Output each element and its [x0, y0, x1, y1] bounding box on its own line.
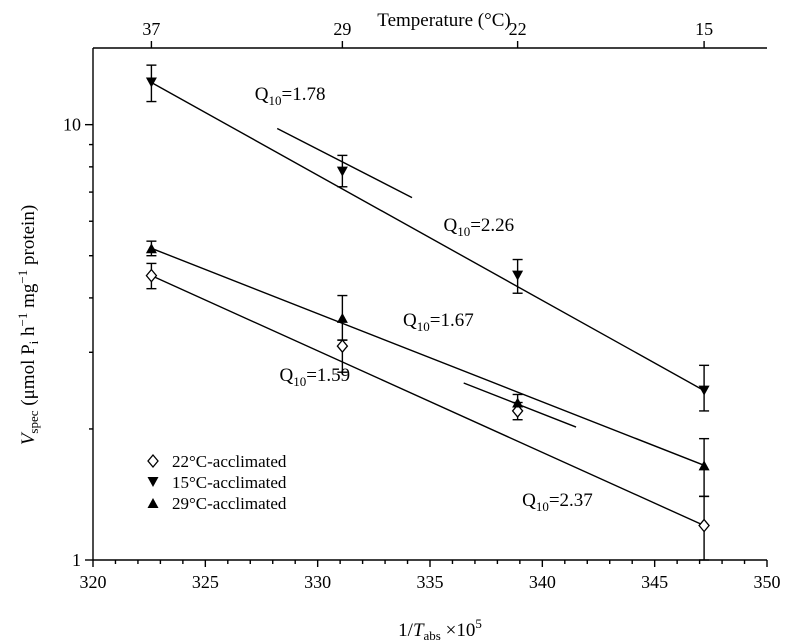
x-axis-title: 1/Tabs ×105 [398, 616, 482, 643]
data-point [336, 339, 349, 354]
legend-label: 15°C-acclimated [172, 473, 287, 492]
x-tick-label: 345 [641, 572, 668, 592]
legend: 22°C-acclimated 15°C-acclimated 29°C-accli… [147, 452, 287, 513]
fit-line [151, 274, 705, 527]
q10-annotations: Q10=1.78 Q10=2.26 Q10=1.67 Q10=1.59 Q10=2.37 [255, 84, 593, 514]
y-tick-label: 1 [72, 550, 81, 570]
x-tick-label: 325 [192, 572, 219, 592]
q10-label: Q10=2.37 [522, 490, 593, 514]
x-tick-label: 340 [529, 572, 556, 592]
y-tick-label: 10 [63, 115, 81, 135]
legend-marker [147, 498, 159, 508]
x-tick-label: 350 [754, 572, 781, 592]
top-temperature-axis: 37 29 22 15 [142, 19, 713, 48]
y-axis-title: Vspec (μmol Pi h−1 mg−1 protein) [15, 205, 41, 445]
data-point [511, 403, 524, 418]
legend-label: 22°C-acclimated [172, 452, 287, 471]
legend-item: 22°C-acclimated [147, 452, 287, 471]
q10-label: Q10=1.59 [279, 365, 350, 389]
q10-label: Q10=1.78 [255, 84, 326, 108]
data-point [512, 397, 524, 408]
data-point [336, 312, 348, 323]
x-tick-label: 330 [304, 572, 331, 592]
data-point [698, 518, 710, 533]
data-point [336, 166, 348, 177]
q10-label: Q10=1.67 [403, 310, 474, 334]
top-tick-label: 15 [695, 19, 713, 39]
x-axis: 320 325 330 335 340 345 350 [80, 560, 781, 592]
legend-item: 29°C-acclimated [147, 494, 287, 513]
top-tick-label: 37 [142, 19, 160, 39]
top-tick-label: 29 [333, 19, 351, 39]
data-point [512, 270, 524, 281]
legend-item: 15°C-acclimated [147, 473, 287, 492]
data-points [145, 77, 710, 533]
regression-lines [151, 81, 705, 527]
legend-marker [147, 453, 159, 469]
legend-label: 29°C-acclimated [172, 494, 287, 513]
x-tick-label: 320 [80, 572, 107, 592]
data-point [145, 77, 157, 88]
data-point [698, 460, 710, 471]
data-point [145, 243, 157, 254]
data-point [145, 268, 158, 283]
legend-marker [147, 477, 159, 487]
top-axis-title: Temperature (°C) [377, 10, 510, 31]
x-tick-label: 335 [417, 572, 444, 592]
data-point [698, 385, 710, 396]
fit-line [151, 247, 705, 466]
fit-line [151, 81, 705, 392]
q10-label: Q10=2.26 [443, 215, 514, 239]
top-tick-label: 22 [509, 19, 527, 39]
y-axis: 1 10 [63, 115, 93, 570]
fit-line [276, 127, 413, 199]
